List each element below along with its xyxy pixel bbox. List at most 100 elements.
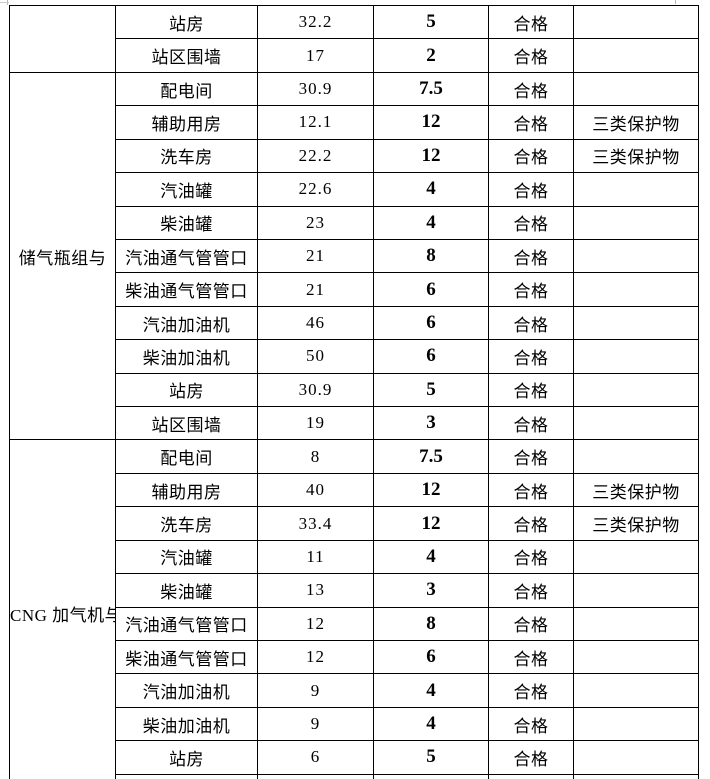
table-row: 站区围墙 19 3 合格 [10, 406, 699, 441]
note-cell [573, 205, 699, 240]
note-cell [573, 38, 699, 73]
item-cell: 站房 [115, 4, 258, 40]
item-cell: 柴油罐 [115, 205, 258, 240]
result-cell: 合格 [488, 4, 574, 40]
table-row: 辅助用房 12.1 12 合格 三类保护物 [10, 105, 699, 140]
result-cell: 合格 [488, 272, 574, 307]
standard-value-cell: 12 [373, 472, 489, 508]
group-label-cell: 储气瓶组与 [9, 71, 116, 441]
result-cell [488, 773, 574, 779]
measured-value-cell: 9 [257, 706, 374, 742]
note-cell [573, 406, 699, 441]
measured-value-cell: 19 [257, 406, 374, 441]
standard-value-cell: 2 [373, 38, 489, 73]
result-cell: 合格 [488, 539, 574, 575]
measured-value-cell: 9 [257, 673, 374, 708]
standard-value-cell: 12 [373, 138, 489, 174]
measured-value-cell: 8 [257, 439, 374, 474]
note-cell [573, 706, 699, 742]
measured-value-cell: 22.2 [257, 138, 374, 174]
note-cell [573, 740, 699, 775]
note-cell [573, 172, 699, 207]
note-cell [573, 573, 699, 608]
table-row: 站房 32.2 5 合格 [9, 4, 699, 73]
measured-value-cell: 21 [257, 238, 374, 274]
measured-value-cell: 6 [257, 740, 374, 775]
result-cell: 合格 [488, 172, 574, 207]
note-cell [573, 439, 699, 474]
note-cell: 三类保护物 [573, 138, 699, 174]
result-cell: 合格 [488, 339, 574, 374]
measured-value-cell: 12.1 [257, 105, 374, 140]
standard-value-cell: 4 [373, 706, 489, 742]
item-cell: 柴油加油机 [115, 706, 258, 742]
note-cell: 三类保护物 [573, 105, 699, 140]
result-cell: 合格 [488, 71, 574, 107]
result-cell: 合格 [488, 138, 574, 174]
standard-value-cell: 3 [373, 406, 489, 441]
item-cell: 辅助用房 [115, 105, 258, 140]
standard-value-cell: 12 [373, 105, 489, 140]
result-cell: 合格 [488, 740, 574, 775]
item-cell: 站区围墙 [115, 406, 258, 441]
note-cell [573, 305, 699, 341]
note-cell: 三类保护物 [573, 472, 699, 508]
measured-value-cell [257, 773, 374, 779]
item-cell: 配电间 [115, 439, 258, 474]
page-gridline-remnant-right [675, 0, 676, 4]
table-row: 站区围墙 17 2 合格 [10, 38, 699, 73]
standard-value-cell: 5 [373, 4, 489, 40]
result-cell: 合格 [488, 372, 574, 408]
standard-value-cell: 4 [373, 539, 489, 575]
result-cell: 合格 [488, 606, 574, 642]
note-cell [573, 606, 699, 642]
table-row: 洗车房 33.4 12 合格 三类保护物 [10, 506, 699, 541]
item-cell: 站房 [115, 372, 258, 408]
measured-value-cell: 30.9 [257, 372, 374, 408]
table-row: 汽油罐 22.6 4 合格 [10, 172, 699, 207]
note-cell [573, 238, 699, 274]
item-cell: 洗车房 [115, 138, 258, 174]
note-cell [573, 272, 699, 307]
page-gridline-remnant-top [0, 2, 9, 3]
standard-value-cell: 5 [373, 740, 489, 775]
table-row: 柴油罐 23 4 合格 [10, 205, 699, 240]
note-cell [573, 71, 699, 107]
measured-value-cell: 11 [257, 539, 374, 575]
item-cell: 洗车房 [115, 506, 258, 541]
table-row: 柴油通气管管口 12 6 合格 [10, 640, 699, 675]
safety-distance-table: 站房 32.2 5 合格 站区围墙 17 2 合格 储气瓶组与 配电间 30.9 7.5 合格 辅助用房 1… [9, 4, 699, 779]
result-cell: 合格 [488, 38, 574, 73]
note-cell [573, 640, 699, 675]
standard-value-cell [373, 773, 489, 779]
result-cell: 合格 [488, 472, 574, 508]
standard-value-cell: 12 [373, 506, 489, 541]
measured-value-cell: 32.2 [257, 4, 374, 40]
table-row: CNG 加气机与 配电间 8 7.5 合格 [9, 439, 699, 779]
note-cell [573, 539, 699, 575]
table-row-partial [10, 773, 699, 779]
note-cell [573, 4, 699, 40]
item-cell: 汽油通气管管口 [115, 238, 258, 274]
standard-value-cell: 6 [373, 305, 489, 341]
item-cell: 柴油通气管管口 [115, 640, 258, 675]
measured-value-cell: 22.6 [257, 172, 374, 207]
table-row: 柴油加油机 9 4 合格 [10, 706, 699, 742]
note-cell [573, 773, 699, 779]
measured-value-cell: 17 [257, 38, 374, 73]
measured-value-cell: 23 [257, 205, 374, 240]
note-cell [573, 673, 699, 708]
item-cell: 站房 [115, 740, 258, 775]
standard-value-cell: 4 [373, 673, 489, 708]
measured-value-cell: 12 [257, 640, 374, 675]
result-cell: 合格 [488, 205, 574, 240]
item-cell: 汽油加油机 [115, 305, 258, 341]
note-cell: 三类保护物 [573, 506, 699, 541]
result-cell: 合格 [488, 439, 574, 474]
item-cell: 汽油通气管管口 [115, 606, 258, 642]
standard-value-cell: 6 [373, 339, 489, 374]
note-cell [573, 372, 699, 408]
measured-value-cell: 13 [257, 573, 374, 608]
standard-value-cell: 7.5 [373, 439, 489, 474]
